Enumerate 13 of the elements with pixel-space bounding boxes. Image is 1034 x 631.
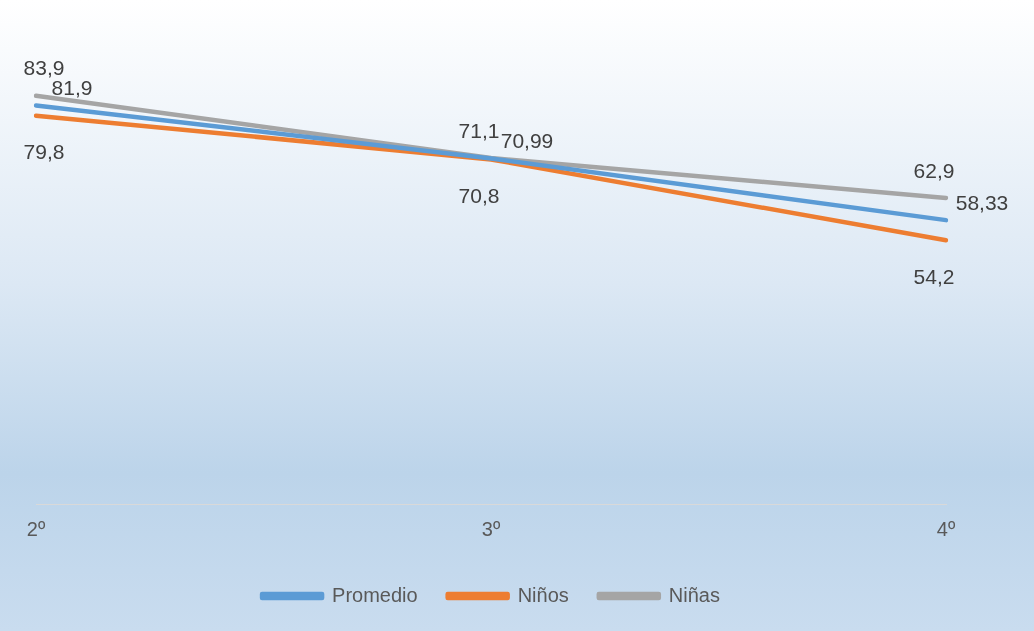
legend-label: Promedio xyxy=(332,583,418,606)
x-tick-label: 3º xyxy=(481,517,501,540)
data-label: 58,33 xyxy=(955,190,1009,214)
data-label: 54,2 xyxy=(913,265,955,289)
legend-label: Niños xyxy=(517,583,569,606)
data-label: 79,8 xyxy=(23,140,65,164)
data-label: 70,99 xyxy=(500,129,554,153)
x-tick-label: 4º xyxy=(936,517,956,540)
data-label: 71,1 xyxy=(458,118,500,142)
legend-label: Niñas xyxy=(668,583,720,606)
x-tick-label: 2º xyxy=(26,517,46,540)
data-label: 62,9 xyxy=(913,158,955,182)
data-label: 70,8 xyxy=(458,184,500,208)
